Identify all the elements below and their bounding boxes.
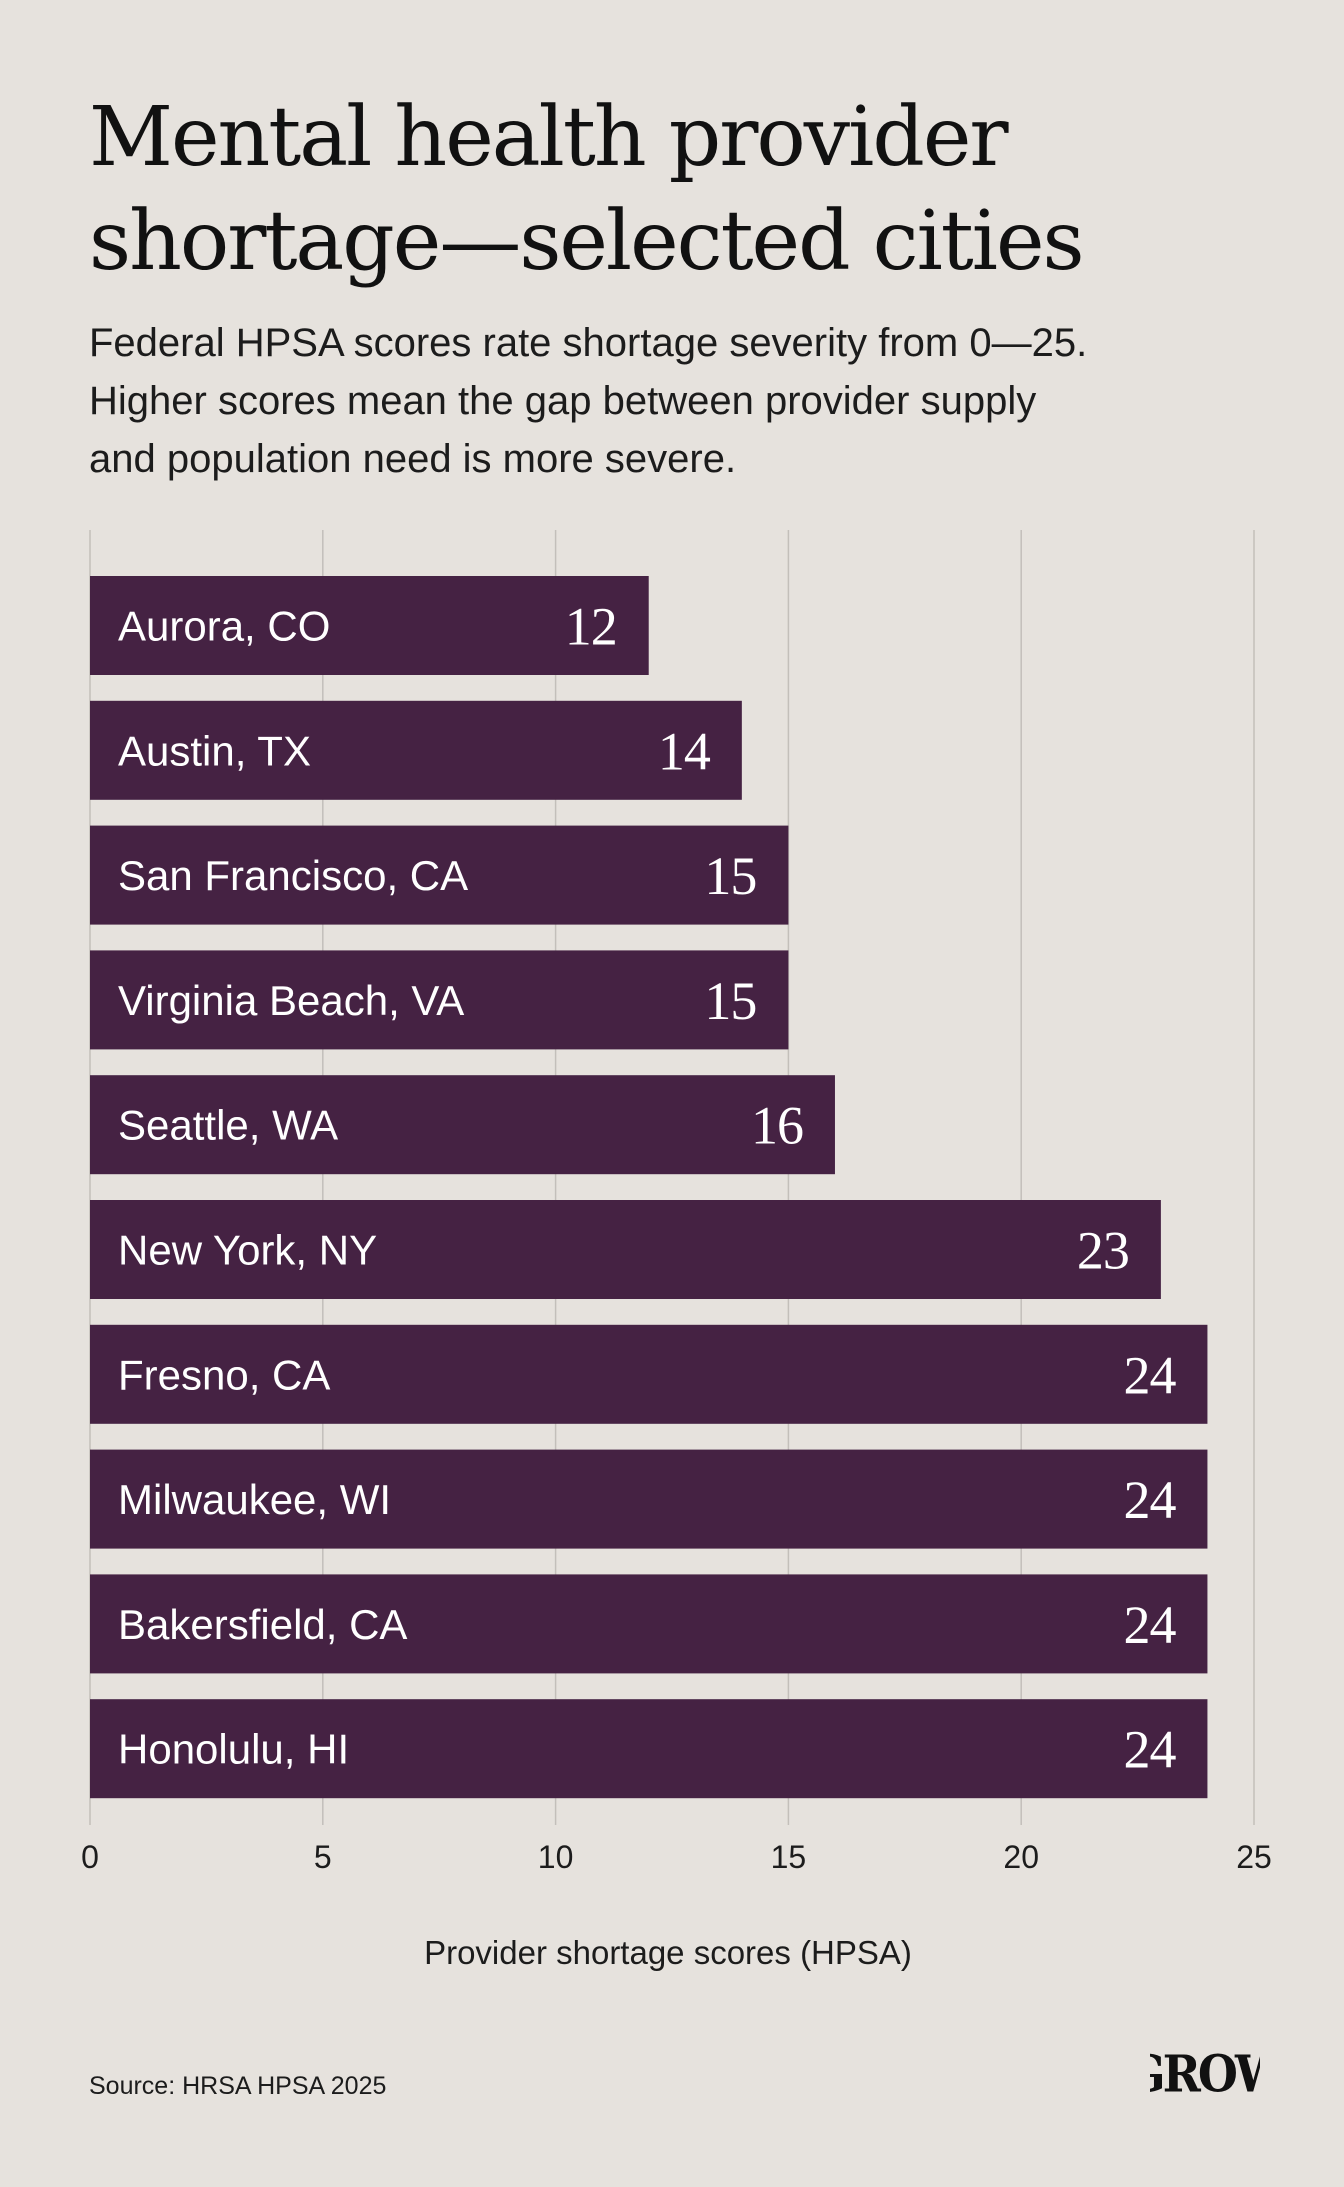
bar-category-label: San Francisco, CA	[118, 852, 468, 899]
bar-value-label: 16	[751, 1096, 803, 1156]
bar-category-label: Bakersfield, CA	[118, 1601, 407, 1648]
bar-group: San Francisco, CA 15	[90, 825, 789, 925]
bar-category-label: Milwaukee, WI	[118, 1476, 391, 1523]
x-tick-label: 25	[1236, 1839, 1272, 1875]
bar-category-label: Austin, TX	[118, 727, 311, 774]
bar-group: Milwaukee, WI 24	[90, 1449, 1208, 1549]
bar-value-label: 23	[1077, 1221, 1129, 1281]
bar-value-label: 24	[1123, 1345, 1176, 1405]
x-axis-ticks: 0 5 10 15 20 25	[81, 1839, 1272, 1875]
bar	[90, 1324, 1208, 1424]
bar	[90, 1699, 1208, 1799]
bar	[90, 1449, 1208, 1549]
bar-value-label: 24	[1123, 1720, 1176, 1780]
bar-value-label: 15	[704, 971, 756, 1031]
bar-value-label: 24	[1123, 1595, 1176, 1655]
bar-group: Austin, TX 14	[90, 700, 742, 800]
bar-group: Honolulu, HI 24	[90, 1699, 1208, 1799]
bar-category-label: Fresno, CA	[118, 1351, 330, 1398]
bar-chart: Aurora, CO 12 Austin, TX 14 San Francisco, C…	[81, 530, 1272, 1971]
x-tick-label: 15	[771, 1839, 807, 1875]
bar-group: Bakersfield, CA 24	[90, 1574, 1208, 1674]
bar-group: Aurora, CO 12	[90, 576, 649, 675]
bars: Aurora, CO 12 Austin, TX 14 San Francisco, C…	[90, 576, 1208, 1799]
chart-title: Mental health provider shortage—selected…	[89, 86, 1289, 294]
chart-title-line-2: shortage—selected cities	[89, 194, 1085, 289]
bar	[90, 1200, 1161, 1299]
grow-logo-mark: GROW	[1126, 2045, 1290, 2104]
x-axis-title: Provider shortage scores (HPSA)	[424, 1934, 912, 1971]
chart-subtitle-line-1: Federal HPSA scores rate shortage severi…	[89, 321, 1088, 365]
bar	[90, 950, 789, 1050]
chart-subtitle-line-2: Higher scores mean the gap between provi…	[89, 379, 1037, 423]
chart-title-line-1: Mental health provider	[89, 90, 1009, 185]
svg-text:GROW: GROW	[1150, 2045, 1260, 2103]
bar-category-label: Virginia Beach, VA	[118, 977, 464, 1024]
bar-value-label: 14	[658, 721, 711, 781]
chart-subtitle-line-3: and population need is more severe.	[89, 437, 737, 481]
bar	[90, 825, 789, 925]
x-tick-label: 5	[314, 1839, 332, 1875]
bar	[90, 1075, 835, 1175]
bar	[90, 1574, 1208, 1674]
bar-value-label: 12	[565, 597, 617, 657]
bar-category-label: New York, NY	[118, 1227, 377, 1274]
source-note: Source: HRSA HPSA 2025	[89, 2072, 387, 2100]
bar-group: Seattle, WA 16	[90, 1075, 835, 1175]
chart-subtitle: Federal HPSA scores rate shortage severi…	[89, 314, 1269, 488]
bar	[90, 576, 649, 675]
bar-category-label: Seattle, WA	[118, 1102, 338, 1149]
grow-logo: GROW	[1126, 2043, 1290, 2104]
bar-value-label: 24	[1123, 1470, 1176, 1530]
x-tick-label: 20	[1003, 1839, 1039, 1875]
bar-group: Virginia Beach, VA 15	[90, 950, 789, 1050]
bar-category-label: Honolulu, HI	[118, 1726, 349, 1773]
bar	[90, 700, 742, 800]
bar-category-label: Aurora, CO	[118, 603, 330, 650]
x-tick-label: 10	[538, 1839, 574, 1875]
bar-value-label: 15	[704, 846, 756, 906]
bar-group: Fresno, CA 24	[90, 1324, 1208, 1424]
bar-group: New York, NY 23	[90, 1200, 1161, 1299]
x-tick-label: 0	[81, 1839, 99, 1875]
